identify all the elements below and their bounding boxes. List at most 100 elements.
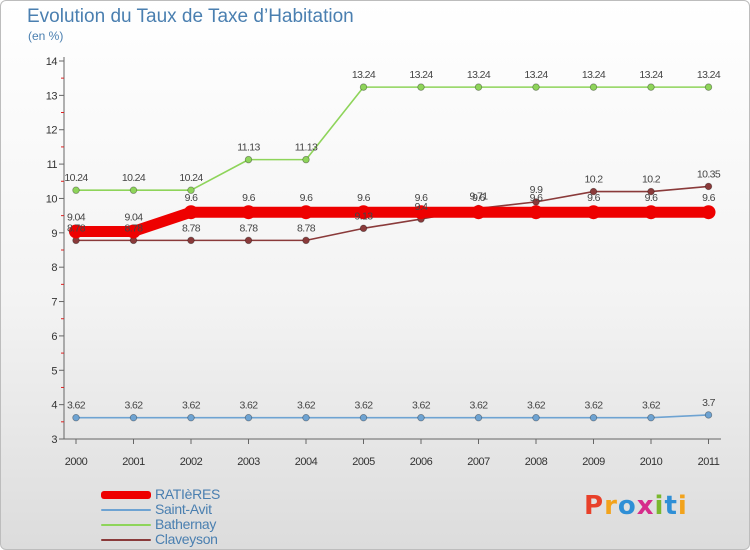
- data-point: [701, 205, 716, 220]
- data-label: 11.13: [237, 142, 260, 154]
- data-label: 10.24: [122, 172, 146, 184]
- data-point: [704, 411, 713, 419]
- data-label: 9.6: [185, 192, 199, 204]
- data-point: [241, 205, 256, 220]
- data-point: [129, 186, 138, 194]
- data-label: 3.62: [584, 400, 603, 412]
- data-point: [586, 205, 601, 220]
- data-point: [187, 413, 195, 422]
- legend-swatch: [101, 524, 151, 526]
- data-label: 10.24: [179, 172, 203, 184]
- x-tick-label: 2003: [237, 456, 260, 468]
- data-label: 8.78: [239, 222, 258, 234]
- data-point: [244, 236, 253, 245]
- x-tick-label: 2005: [352, 456, 375, 468]
- data-point: [126, 224, 141, 239]
- series-line-0: [70, 206, 714, 237]
- data-label: 3.62: [182, 400, 201, 412]
- data-point: [704, 83, 713, 91]
- data-point: [302, 413, 310, 422]
- data-label: 13.24: [409, 69, 433, 81]
- logo-letter: i: [654, 491, 665, 521]
- data-label: 3.62: [297, 400, 316, 412]
- proxiti-logo: Proxiti: [584, 491, 688, 521]
- legend-label: Bathernay: [155, 516, 217, 532]
- legend-swatch: [101, 491, 151, 499]
- data-label: 9.04: [124, 211, 143, 223]
- data-point: [529, 205, 543, 220]
- series-lines: [70, 86, 714, 419]
- data-label: 3.62: [67, 400, 86, 412]
- logo-letter: t: [664, 491, 678, 521]
- data-label: 9.6: [645, 192, 659, 204]
- logo-letter: i: [677, 491, 688, 521]
- data-label: 8.78: [182, 222, 201, 234]
- data-point: [474, 83, 483, 91]
- data-label: 3.62: [124, 400, 143, 412]
- x-tick-label: 2009: [582, 456, 605, 468]
- legend-label: Saint-Avit: [155, 501, 212, 517]
- data-label: 9.6: [472, 192, 486, 204]
- data-point: [532, 198, 540, 206]
- data-point: [359, 83, 368, 91]
- data-point: [589, 413, 598, 422]
- data-label: 3.62: [527, 400, 546, 412]
- data-label: 9.04: [67, 211, 86, 223]
- y-tick-label: 11: [47, 159, 58, 171]
- data-point: [589, 83, 598, 91]
- data-label: 9.6: [530, 192, 544, 204]
- data-point: [184, 205, 198, 220]
- data-label: 8.78: [67, 222, 86, 234]
- data-label: 11.13: [295, 142, 318, 154]
- series-line-2: [75, 86, 710, 192]
- data-point: [474, 413, 483, 422]
- data-label: 9.6: [587, 192, 601, 204]
- data-point: [532, 83, 540, 91]
- data-point: [244, 413, 253, 422]
- data-label: 13.24: [639, 69, 663, 81]
- data-point: [356, 205, 371, 220]
- legend-swatch: [101, 539, 151, 541]
- chart-subtitle: (en %): [28, 29, 64, 43]
- x-tick-label: 2002: [180, 456, 203, 468]
- legend-label: Claveyson: [155, 531, 218, 547]
- x-tick-label: 2004: [295, 456, 318, 468]
- data-point: [72, 186, 80, 194]
- data-label: 9.6: [242, 192, 256, 204]
- data-point: [299, 205, 313, 220]
- x-tick-label: 2001: [122, 456, 145, 468]
- data-point: [302, 155, 310, 164]
- data-label: 13.24: [524, 69, 548, 81]
- data-label: 10.2: [584, 174, 603, 186]
- data-labels: 3.62 3.62 3.62 3.62 3.62 3.62 3.62 3.62 3.62 3.62…: [64, 69, 721, 412]
- y-tick-label: 7: [51, 297, 57, 309]
- data-label: 9.6: [415, 192, 429, 204]
- data-point: [589, 187, 598, 196]
- y-tick-label: 12: [46, 125, 58, 137]
- y-tick-label: 4: [51, 400, 57, 412]
- legend-swatch: [101, 509, 151, 511]
- data-point: [532, 413, 540, 422]
- data-label: 13.24: [467, 69, 491, 81]
- y-tick-label: 8: [51, 262, 57, 274]
- data-point: [647, 187, 655, 196]
- data-label: 9.6: [300, 192, 314, 204]
- y-tick-label: 3: [51, 434, 57, 446]
- data-point: [417, 83, 425, 91]
- x-tick-label: 2010: [640, 456, 663, 468]
- data-label: 9.6: [357, 192, 371, 204]
- data-point: [129, 413, 138, 422]
- y-tick-label: 10: [46, 193, 58, 205]
- data-point: [359, 413, 368, 422]
- chart-title: Evolution du Taux de Taxe d’Habitation: [27, 6, 354, 27]
- data-label: 8.78: [124, 222, 143, 234]
- data-label: 10.35: [697, 168, 721, 180]
- data-point: [471, 205, 486, 220]
- data-point: [359, 224, 368, 233]
- data-label: 9.6: [702, 192, 716, 204]
- y-tick-label: 13: [46, 90, 58, 102]
- logo-letter: x: [636, 491, 655, 521]
- logo-letter: P: [584, 491, 605, 521]
